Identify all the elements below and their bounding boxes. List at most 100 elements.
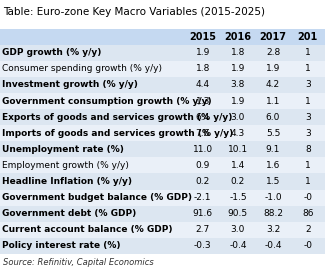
Bar — [0, 238, 185, 254]
Text: 9.1: 9.1 — [266, 145, 280, 154]
Text: 0.2: 0.2 — [196, 177, 210, 186]
Text: 1.8: 1.8 — [196, 64, 210, 73]
Bar — [291, 29, 325, 45]
Bar — [0, 125, 185, 141]
Bar — [291, 189, 325, 206]
Bar — [255, 141, 291, 157]
Bar — [255, 206, 291, 222]
Text: 3.0: 3.0 — [231, 225, 245, 234]
Bar — [220, 173, 255, 189]
Bar — [0, 157, 185, 173]
Bar — [255, 29, 291, 45]
Text: 1.6: 1.6 — [266, 161, 280, 170]
Text: -0.4: -0.4 — [264, 241, 282, 250]
Bar — [0, 93, 185, 109]
Text: -0: -0 — [303, 241, 312, 250]
Text: 3: 3 — [305, 129, 311, 138]
Text: 3.0: 3.0 — [231, 113, 245, 122]
Text: Investment growth (% y/y): Investment growth (% y/y) — [2, 81, 138, 90]
Text: 0.9: 0.9 — [196, 161, 210, 170]
Bar — [185, 141, 220, 157]
Bar — [291, 125, 325, 141]
Text: 1: 1 — [305, 64, 311, 73]
Text: 1: 1 — [305, 97, 311, 106]
Text: -1.0: -1.0 — [264, 193, 282, 202]
Text: 8: 8 — [305, 145, 311, 154]
Text: Policy interest rate (%): Policy interest rate (%) — [2, 241, 121, 250]
Text: 1.9: 1.9 — [196, 48, 210, 57]
Text: 11.0: 11.0 — [193, 145, 213, 154]
Bar — [255, 173, 291, 189]
Bar — [255, 222, 291, 238]
Text: Imports of goods and services growth (% y/y): Imports of goods and services growth (% … — [2, 129, 233, 138]
Bar — [255, 77, 291, 93]
Bar — [0, 173, 185, 189]
Text: 2016: 2016 — [224, 32, 252, 42]
Bar — [185, 173, 220, 189]
Text: 1.8: 1.8 — [231, 48, 245, 57]
Text: -1.5: -1.5 — [229, 193, 247, 202]
Text: -0: -0 — [303, 193, 312, 202]
Text: Exports of goods and services growth (% y/y): Exports of goods and services growth (% … — [2, 113, 232, 122]
Text: 1: 1 — [305, 48, 311, 57]
Text: -2.1: -2.1 — [194, 193, 212, 202]
Text: 1.9: 1.9 — [266, 64, 280, 73]
Bar — [220, 238, 255, 254]
Bar — [185, 109, 220, 125]
Bar — [0, 222, 185, 238]
Bar — [220, 125, 255, 141]
Text: Headline Inflation (% y/y): Headline Inflation (% y/y) — [2, 177, 132, 186]
Bar — [220, 93, 255, 109]
Bar — [185, 93, 220, 109]
Text: 10.1: 10.1 — [228, 145, 248, 154]
Text: 1.5: 1.5 — [266, 177, 280, 186]
Text: 3.8: 3.8 — [231, 81, 245, 90]
Text: GDP growth (% y/y): GDP growth (% y/y) — [2, 48, 101, 57]
Text: 2015: 2015 — [189, 32, 216, 42]
Text: 1.9: 1.9 — [231, 97, 245, 106]
Bar — [220, 206, 255, 222]
Bar — [255, 157, 291, 173]
Bar — [0, 109, 185, 125]
Text: 1: 1 — [305, 177, 311, 186]
Text: 2: 2 — [305, 225, 311, 234]
Bar — [0, 141, 185, 157]
Bar — [255, 238, 291, 254]
Text: 2.7: 2.7 — [196, 225, 210, 234]
Bar — [0, 189, 185, 206]
Bar — [185, 45, 220, 61]
Text: 91.6: 91.6 — [193, 209, 213, 218]
Bar — [291, 141, 325, 157]
Bar — [185, 157, 220, 173]
Text: 4.2: 4.2 — [266, 81, 280, 90]
Bar — [185, 222, 220, 238]
Bar — [220, 222, 255, 238]
Text: 0.2: 0.2 — [231, 177, 245, 186]
Text: 1.1: 1.1 — [266, 97, 280, 106]
Text: 1.3: 1.3 — [196, 97, 210, 106]
Text: -0.3: -0.3 — [194, 241, 212, 250]
Text: 6.0: 6.0 — [266, 113, 280, 122]
Bar — [291, 222, 325, 238]
Bar — [185, 206, 220, 222]
Text: Consumer spending growth (% y/y): Consumer spending growth (% y/y) — [2, 64, 162, 73]
Bar — [291, 109, 325, 125]
Text: 1.4: 1.4 — [231, 161, 245, 170]
Bar — [291, 45, 325, 61]
Bar — [185, 189, 220, 206]
Text: 3: 3 — [305, 81, 311, 90]
Text: Table: Euro-zone Key Macro Variables (2015-2025): Table: Euro-zone Key Macro Variables (20… — [3, 7, 265, 17]
Bar — [0, 45, 185, 61]
Text: Source: Refinitiv, Capital Economics: Source: Refinitiv, Capital Economics — [3, 258, 154, 267]
Bar — [291, 157, 325, 173]
Bar — [220, 157, 255, 173]
Bar — [0, 29, 185, 45]
Text: 2.8: 2.8 — [266, 48, 280, 57]
Bar — [255, 45, 291, 61]
Bar — [220, 77, 255, 93]
Bar — [0, 77, 185, 93]
Bar — [185, 238, 220, 254]
Text: Government budget balance (% GDP): Government budget balance (% GDP) — [2, 193, 192, 202]
Bar — [220, 29, 255, 45]
Text: Employment growth (% y/y): Employment growth (% y/y) — [2, 161, 129, 170]
